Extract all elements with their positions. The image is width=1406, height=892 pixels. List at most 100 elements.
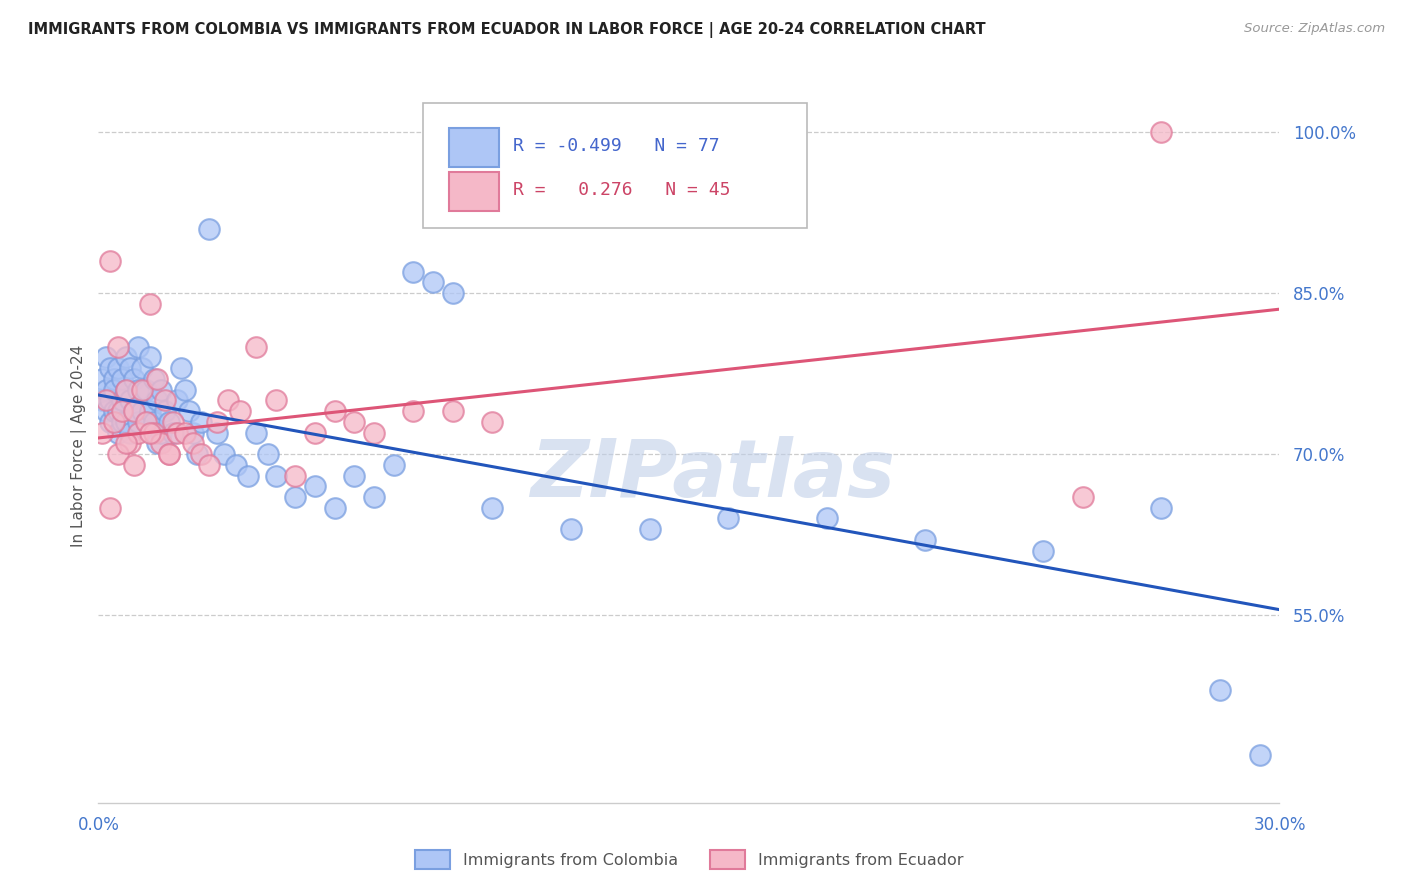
- Point: [343, 468, 366, 483]
- Point: [190, 415, 212, 429]
- Point: [186, 447, 208, 461]
- Point: [131, 404, 153, 418]
- Point: [103, 415, 125, 429]
- Point: [174, 425, 197, 440]
- Point: [127, 425, 149, 440]
- Point: [304, 479, 326, 493]
- Point: [107, 404, 129, 418]
- Point: [914, 533, 936, 547]
- Point: [138, 297, 160, 311]
- Point: [107, 447, 129, 461]
- Point: [150, 425, 173, 440]
- Point: [323, 500, 346, 515]
- Point: [127, 383, 149, 397]
- Point: [815, 511, 838, 525]
- Point: [96, 404, 118, 418]
- Point: [205, 415, 228, 429]
- Point: [98, 500, 121, 515]
- Point: [98, 253, 121, 268]
- Point: [1071, 490, 1094, 504]
- Point: [197, 221, 219, 235]
- Point: [115, 383, 138, 397]
- Point: [363, 490, 385, 504]
- Point: [402, 404, 425, 418]
- Point: [157, 447, 180, 461]
- Point: [135, 415, 157, 429]
- Point: [323, 404, 346, 418]
- Point: [190, 447, 212, 461]
- Point: [245, 340, 267, 354]
- Point: [118, 425, 141, 440]
- Point: [229, 404, 252, 418]
- Point: [115, 383, 138, 397]
- Text: ZIPatlas: ZIPatlas: [530, 435, 896, 514]
- Point: [422, 276, 444, 290]
- Point: [214, 447, 236, 461]
- Text: IMMIGRANTS FROM COLOMBIA VS IMMIGRANTS FROM ECUADOR IN LABOR FORCE | AGE 20-24 C: IMMIGRANTS FROM COLOMBIA VS IMMIGRANTS F…: [28, 22, 986, 38]
- Point: [111, 393, 134, 408]
- Point: [107, 340, 129, 354]
- Point: [98, 393, 121, 408]
- Point: [146, 436, 169, 450]
- Point: [118, 361, 141, 376]
- Point: [166, 425, 188, 440]
- Text: R = -0.499   N = 77: R = -0.499 N = 77: [513, 136, 720, 154]
- Point: [177, 404, 200, 418]
- Point: [111, 372, 134, 386]
- Point: [111, 415, 134, 429]
- Point: [138, 425, 160, 440]
- Point: [91, 372, 114, 386]
- Point: [96, 393, 118, 408]
- Point: [481, 415, 503, 429]
- Point: [122, 372, 145, 386]
- Point: [363, 425, 385, 440]
- Point: [150, 383, 173, 397]
- Point: [98, 361, 121, 376]
- Point: [560, 522, 582, 536]
- Point: [135, 383, 157, 397]
- Point: [284, 468, 307, 483]
- FancyBboxPatch shape: [423, 103, 807, 228]
- Point: [138, 404, 160, 418]
- Point: [441, 404, 464, 418]
- Point: [142, 415, 165, 429]
- Point: [181, 436, 204, 450]
- Point: [103, 372, 125, 386]
- Point: [115, 436, 138, 450]
- Point: [155, 404, 177, 418]
- Point: [402, 265, 425, 279]
- Point: [245, 425, 267, 440]
- Point: [107, 425, 129, 440]
- Point: [127, 340, 149, 354]
- Point: [103, 404, 125, 418]
- Point: [131, 361, 153, 376]
- Point: [146, 393, 169, 408]
- Point: [146, 372, 169, 386]
- Point: [304, 425, 326, 440]
- Point: [157, 447, 180, 461]
- Point: [343, 415, 366, 429]
- Point: [162, 415, 184, 429]
- Point: [284, 490, 307, 504]
- Point: [115, 351, 138, 365]
- Point: [111, 404, 134, 418]
- Point: [142, 372, 165, 386]
- FancyBboxPatch shape: [449, 128, 499, 167]
- Point: [1032, 543, 1054, 558]
- Point: [1249, 747, 1271, 762]
- Point: [138, 351, 160, 365]
- Point: [205, 425, 228, 440]
- Point: [481, 500, 503, 515]
- Y-axis label: In Labor Force | Age 20-24: In Labor Force | Age 20-24: [72, 345, 87, 547]
- Point: [118, 393, 141, 408]
- Point: [197, 458, 219, 472]
- Point: [91, 425, 114, 440]
- Point: [98, 415, 121, 429]
- Point: [115, 415, 138, 429]
- Point: [181, 425, 204, 440]
- Point: [162, 425, 184, 440]
- Point: [217, 393, 239, 408]
- Point: [638, 522, 661, 536]
- Point: [142, 425, 165, 440]
- Point: [225, 458, 247, 472]
